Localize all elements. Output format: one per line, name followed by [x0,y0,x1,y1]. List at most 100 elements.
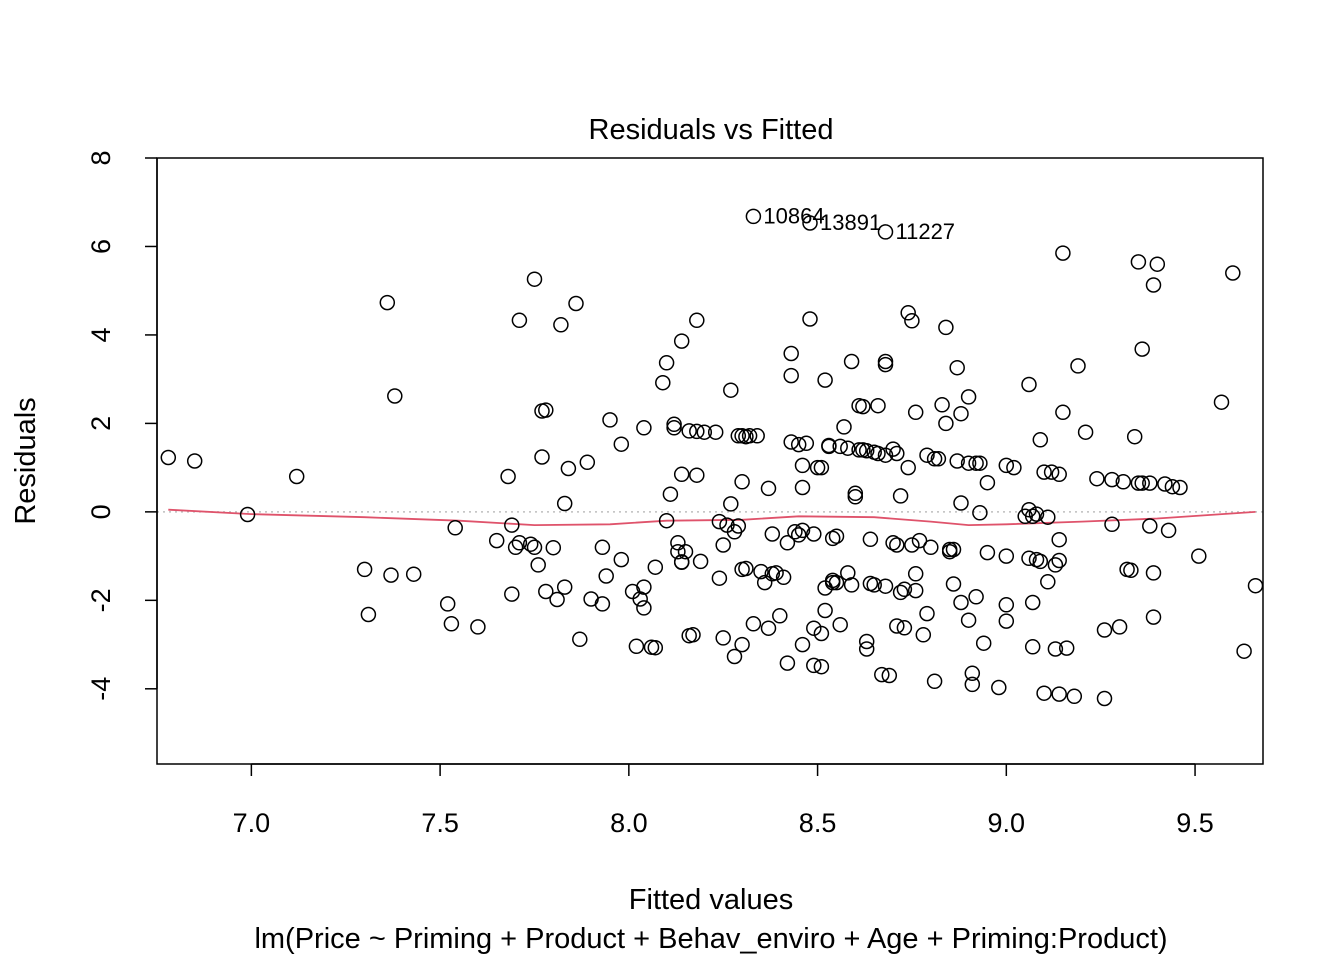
residual-point [790,436,807,453]
residual-point [692,553,709,570]
residual-point [1028,506,1045,522]
residual-point [919,447,935,463]
residual-point [858,633,875,650]
residual-point [926,673,943,690]
residual-point [783,434,799,450]
residual-point [681,423,697,439]
residual-point [723,496,739,512]
residual-point [1164,478,1181,495]
residual-point [443,616,460,632]
residual-point [760,620,777,636]
residual-point [670,543,686,560]
residual-point [613,551,630,568]
point-label: 11227 [896,219,956,244]
residual-point [715,537,731,553]
residual-point [862,531,879,548]
residual-point [553,317,569,333]
residual-point [526,271,543,287]
residual-point [1172,479,1188,496]
residual-point [1040,574,1056,590]
residual-point [960,389,977,405]
residual-point [877,578,894,594]
residual-point [383,567,399,583]
residual-point [556,579,573,595]
residual-point [572,631,588,648]
residual-point [707,424,724,440]
residual-point [824,530,841,547]
residual-point [1157,476,1173,492]
residual-point [783,367,799,384]
residual-point [1160,522,1177,539]
y-tick-label: 2 [86,416,116,431]
residual-point [556,495,573,512]
residual-point [964,676,981,693]
residual-point [817,372,833,388]
residual-point [1130,254,1147,270]
residual-point [1024,639,1041,655]
residual-point [1047,641,1064,657]
x-tick-label: 9.0 [988,808,1026,838]
residual-point [1051,531,1067,548]
residual-point [655,374,671,391]
y-axis-title: Residuals [10,397,42,524]
residual-point [1089,470,1105,487]
residual-point [677,543,694,560]
residual-point [613,436,630,452]
residual-point [1104,516,1120,533]
y-tick-label: -4 [86,677,116,701]
residual-point [1024,508,1041,525]
residual-point [734,636,750,653]
residual-point [870,445,886,462]
residual-point [907,566,924,582]
residual-point [647,639,664,656]
residual-point [507,539,524,556]
residual-point [794,479,811,496]
residual-point [696,424,713,440]
residual-point [775,569,792,586]
residual-point [749,428,765,444]
residual-point [843,353,860,370]
residual-point [1247,577,1264,594]
residual-point [673,333,690,349]
residual-point [1104,471,1120,488]
residual-point [919,605,935,622]
residual-point [504,517,520,533]
x-axis: 7.0 7.5 8.0 8.5 9.0 9.5 [233,763,1214,838]
residual-point [1096,690,1113,707]
residual-point [840,440,856,456]
residual-point [662,486,679,502]
point-label: 13891 [820,210,881,235]
residual-point [790,527,807,543]
residual-point [439,596,456,612]
residual-point [715,630,731,646]
residual-point [889,537,905,553]
residual-point [1225,265,1241,281]
residual-point [836,419,852,435]
residual-point [726,648,743,665]
residual-point [405,566,422,582]
residual-point [753,563,769,580]
residual-point [1021,376,1037,393]
residual-point [1043,464,1060,480]
residual-point [926,451,943,467]
residual-point [538,583,554,600]
residual-point [945,541,962,558]
residual-point [685,627,701,643]
residual-point [794,636,811,653]
residual-point [930,451,947,467]
residual-point [949,359,965,376]
points-layer [160,208,1264,707]
residual-point [1036,685,1052,701]
residual-point [794,522,811,539]
residual-point [602,412,618,428]
residual-point [885,441,901,457]
residual-point [828,574,845,591]
residual-point [934,397,950,413]
residual-point [855,398,871,415]
residual-point [1111,619,1128,635]
residual-point [1006,459,1022,476]
residual-point [813,459,830,476]
residual-point [953,495,969,511]
x-tick-label: 7.0 [233,808,271,838]
